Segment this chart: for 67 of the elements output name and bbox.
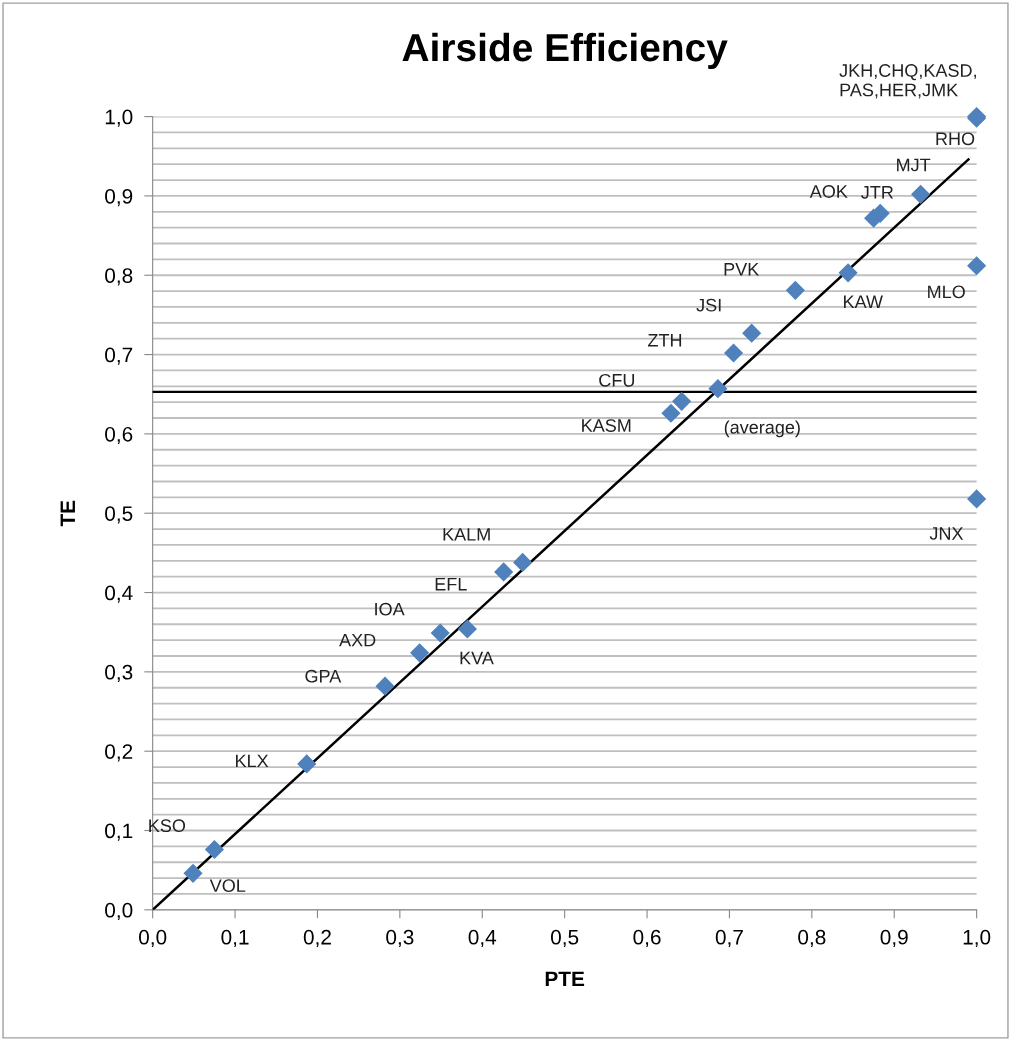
point (967, 256, 987, 276)
annotation: KAW (844, 295, 883, 308)
annotation: ZTH (648, 334, 682, 347)
x-tick-label: 0,2 (303, 929, 331, 948)
point (708, 379, 728, 399)
x-tick-label: 0,0 (139, 929, 167, 948)
point (375, 676, 395, 696)
annotation: AXD (339, 633, 376, 647)
y-axis-title: TE (60, 500, 75, 527)
annotation: JTR (861, 186, 894, 199)
annotation: MLO (928, 285, 965, 299)
point (183, 863, 203, 883)
annotation: KALM (443, 528, 490, 541)
y-tick-label: 0,2 (105, 744, 133, 762)
annotation: CFU (599, 373, 635, 387)
annotation: JSI (696, 298, 721, 312)
annotation: KLX (236, 754, 269, 768)
y-tick-label: 0,3 (105, 664, 133, 683)
y-tick-label: 0,8 (105, 268, 133, 286)
annotation: IOA (375, 602, 405, 616)
x-tick-label: 0,9 (880, 929, 908, 948)
annotation: EFL (435, 577, 467, 591)
point (297, 754, 317, 774)
point (838, 263, 858, 283)
ref-line-label: (average) (724, 420, 800, 438)
point (661, 403, 681, 423)
point (785, 280, 805, 300)
y-tick-label: 0,1 (105, 823, 133, 841)
y-tick-label: 0,4 (105, 585, 133, 603)
point (513, 552, 533, 572)
y-tick-label: 0,5 (105, 506, 133, 524)
y-tick-label: 0,9 (105, 188, 133, 207)
x-tick-label: 0,6 (633, 929, 661, 948)
point (430, 623, 450, 643)
annotation: JKH,CHQ,KASD, PAS,HER,JMK (839, 64, 976, 99)
point (494, 562, 514, 582)
y-tick-label: 0,7 (105, 347, 133, 365)
point (967, 489, 987, 509)
y-tick-label: 1,0 (105, 109, 133, 127)
point (742, 323, 762, 343)
y-tick-label: 0,0 (105, 902, 133, 921)
point (457, 619, 477, 639)
point (672, 391, 692, 411)
annotation: GPA (305, 669, 342, 683)
annotation: KVA (460, 651, 494, 665)
point (410, 643, 430, 663)
point (911, 184, 931, 204)
annotation: MJT (897, 158, 931, 172)
x-tick-label: 0,3 (386, 929, 414, 948)
annotation: VOL (209, 879, 246, 892)
point (723, 343, 744, 363)
annotation: KASM (582, 419, 631, 432)
annotation: PVK (724, 263, 760, 276)
annotation: KSO (149, 819, 186, 833)
y-tick-label: 0,6 (105, 426, 133, 445)
chart-title: Airside Efficiency (402, 32, 728, 70)
x-tick-label: 0,1 (221, 929, 249, 948)
x-tick-label: 0,5 (550, 929, 579, 948)
x-tick-label: 0,8 (798, 929, 826, 948)
x-tick-label: 0,7 (715, 929, 743, 948)
annotation: RHO (936, 132, 975, 146)
x-tick-label: 1,0 (963, 929, 991, 948)
annotation: AOK (809, 185, 848, 198)
x-tick-label: 0,4 (468, 929, 497, 948)
annotation: JNX (929, 527, 964, 540)
x-axis-title: PTE (545, 971, 585, 987)
point (204, 839, 225, 860)
